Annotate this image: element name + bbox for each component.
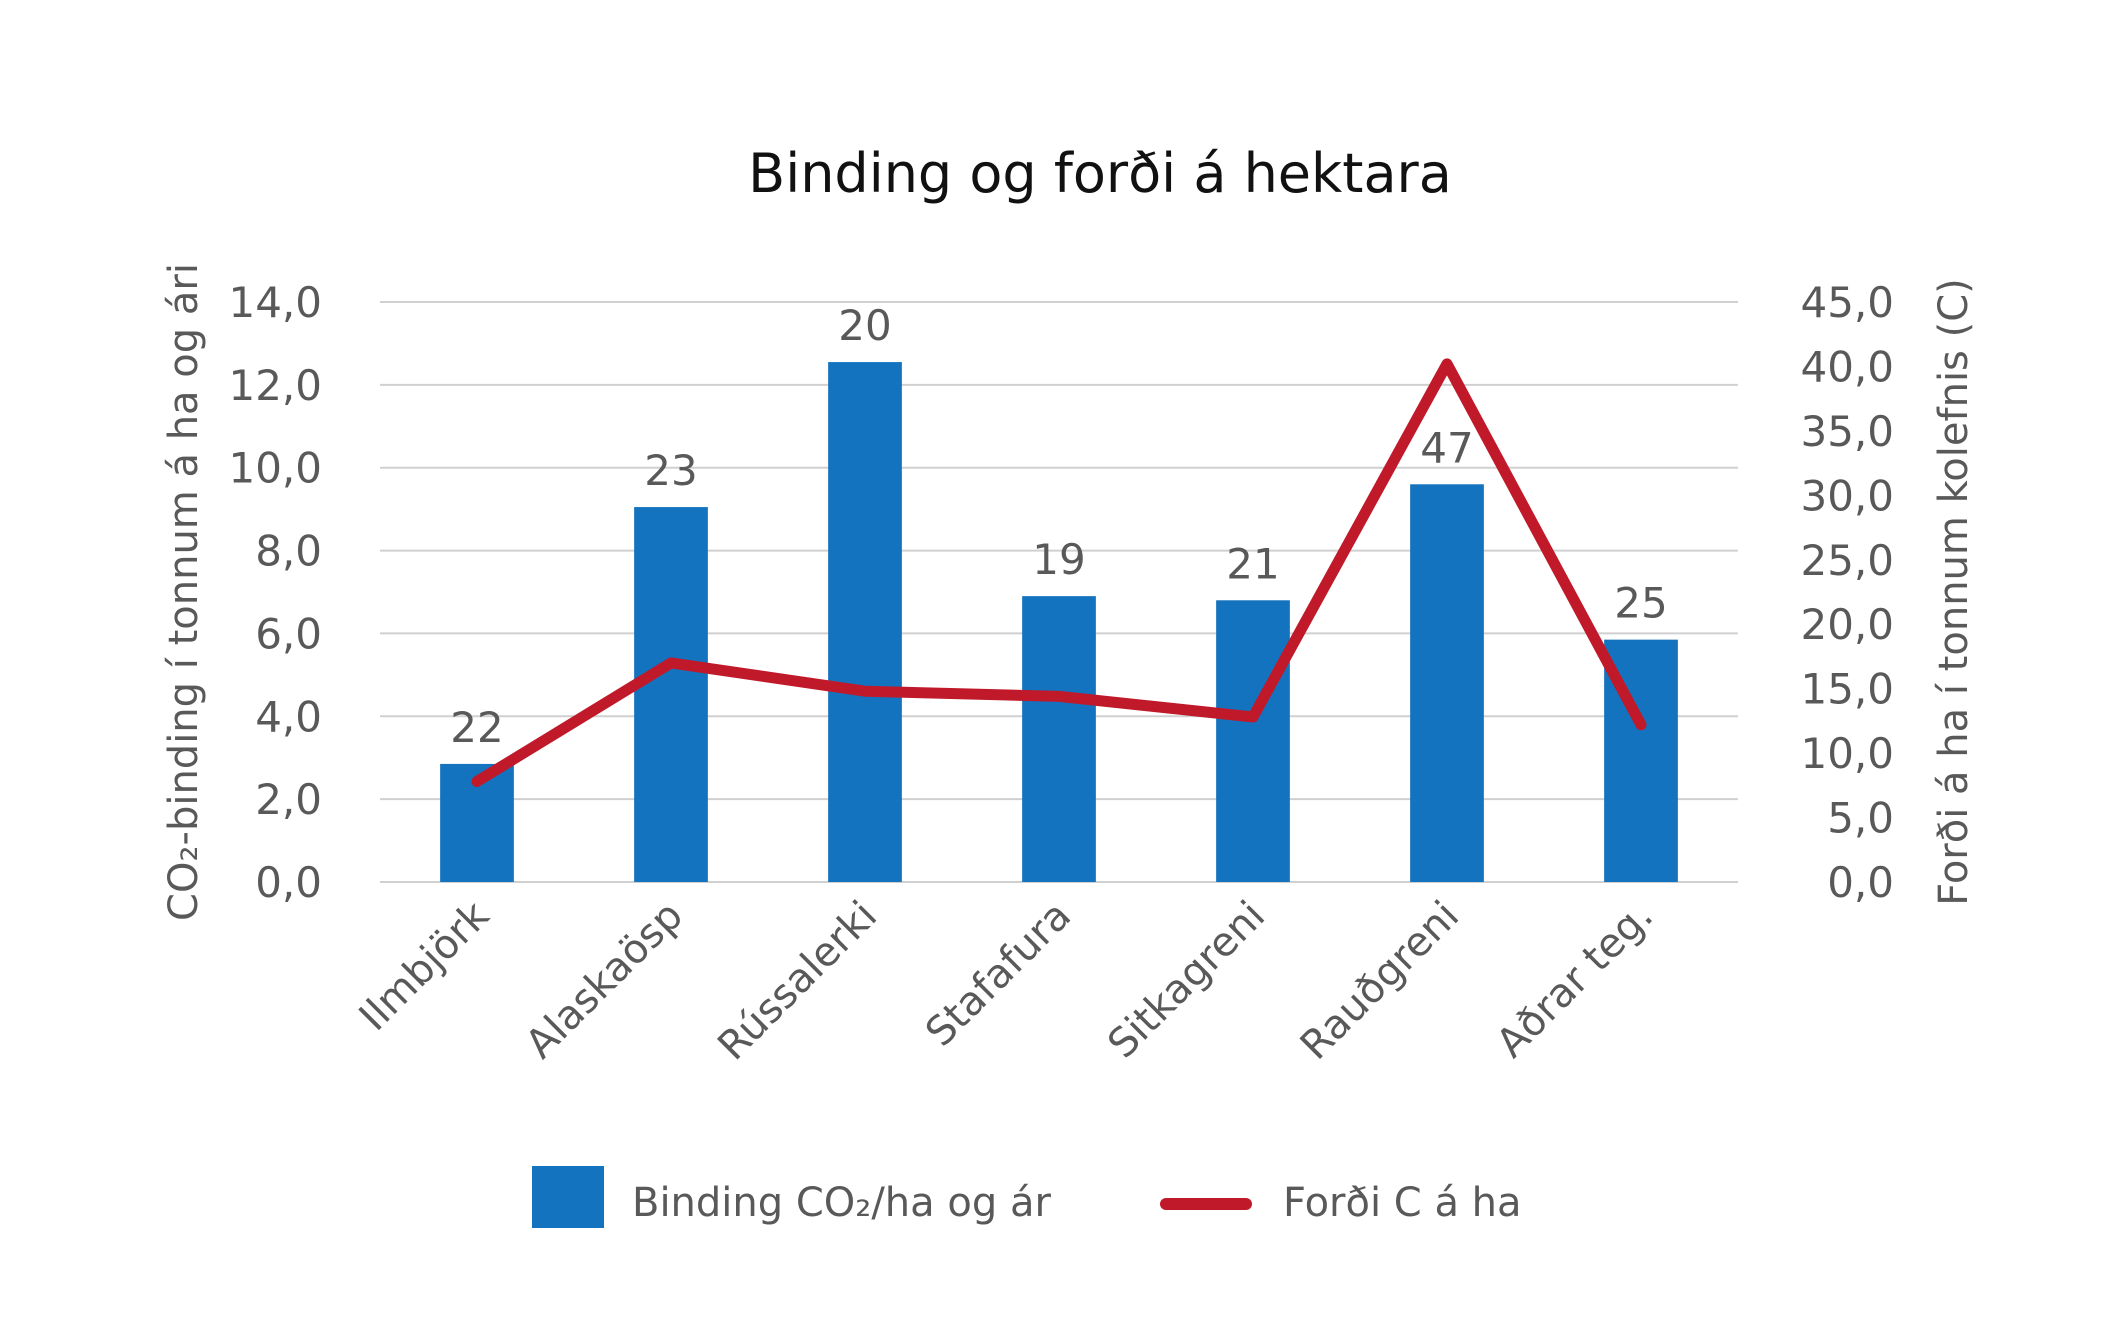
right-tick-label: 30,0 (1800, 471, 1894, 520)
right-tick-label: 25,0 (1800, 536, 1894, 585)
category-label: Sitkagreni (1099, 893, 1274, 1068)
chart-title: Binding og forði á hektara (748, 142, 1452, 205)
left-tick-label: 14,0 (228, 278, 322, 327)
series-line (471, 358, 1647, 787)
left-tick-label: 2,0 (255, 775, 322, 824)
bar (1216, 600, 1290, 882)
left-axis-ticks: 0,0 2,0 4,0 6,0 8,0 10,0 12,0 14,0 (228, 278, 322, 907)
category-label: Alaskaösp (517, 893, 692, 1068)
legend-bar-swatch (532, 1166, 604, 1228)
right-tick-label: 20,0 (1800, 600, 1894, 649)
category-label: Rússalerki (709, 893, 886, 1070)
category-label: Rauðgreni (1292, 893, 1468, 1069)
left-tick-label: 6,0 (255, 609, 322, 658)
right-axis-ticks: 0,0 5,0 10,0 15,0 20,0 25,0 30,0 35,0 40,0 45,0 (1800, 278, 1894, 907)
right-tick-label: 35,0 (1800, 407, 1894, 456)
category-label: Stafafura (917, 893, 1080, 1056)
category-label: Ilmbjörk (351, 892, 499, 1040)
category-label: Aðrar teg. (1488, 893, 1662, 1067)
bar (1022, 596, 1096, 882)
line-series (471, 358, 1647, 787)
bar-data-label: 21 (1226, 539, 1279, 588)
bar (634, 507, 708, 882)
bar-series: 22 23 20 19 21 47 25 (440, 301, 1678, 883)
left-tick-label: 8,0 (255, 527, 322, 576)
right-tick-label: 5,0 (1827, 794, 1894, 843)
legend: Binding CO₂/ha og ár Forði C á ha (532, 1166, 1522, 1228)
bar-data-label: 23 (644, 446, 697, 495)
legend-bar-label: Binding CO₂/ha og ár (632, 1180, 1051, 1226)
bar (828, 362, 902, 883)
legend-line-label: Forði C á ha (1283, 1180, 1522, 1226)
bar-data-label: 22 (450, 703, 503, 752)
right-tick-label: 15,0 (1800, 665, 1894, 714)
left-tick-label: 0,0 (255, 858, 322, 907)
right-tick-label: 10,0 (1800, 729, 1894, 778)
bar-data-label: 19 (1032, 535, 1085, 584)
right-tick-label: 45,0 (1800, 278, 1894, 327)
right-axis-title: Forði á ha í tonnum kolefnis (C) (1931, 278, 1977, 906)
bar-data-label: 25 (1614, 579, 1667, 628)
bar-data-label: 47 (1420, 423, 1473, 472)
right-tick-label: 40,0 (1800, 342, 1894, 391)
left-tick-label: 12,0 (228, 361, 322, 410)
bar-data-label: 20 (838, 301, 891, 350)
left-tick-label: 10,0 (228, 444, 322, 493)
bar (1410, 484, 1484, 882)
category-labels: Ilmbjörk Alaskaösp Rússalerki Stafafura Sitk… (351, 892, 1662, 1069)
left-tick-label: 4,0 (255, 692, 322, 741)
right-tick-label: 0,0 (1827, 858, 1894, 907)
left-axis-title: CO₂-binding í tonnum á ha og ári (161, 263, 207, 921)
